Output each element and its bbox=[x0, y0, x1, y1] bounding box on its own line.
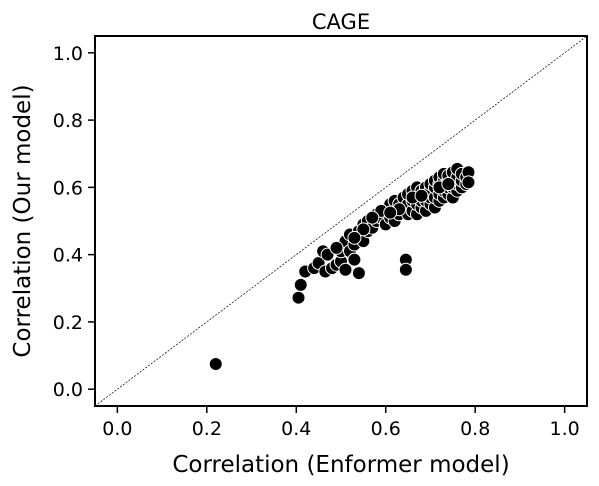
y-tick-label: 0.6 bbox=[53, 177, 83, 199]
data-point bbox=[365, 210, 380, 225]
data-point bbox=[293, 277, 308, 292]
y-axis-title: Correlation (Our model) bbox=[10, 84, 36, 357]
y-tick-label: 0.8 bbox=[53, 110, 83, 132]
data-point bbox=[461, 175, 476, 190]
data-point bbox=[347, 230, 362, 245]
data-point bbox=[347, 252, 362, 267]
x-tick-label: 0.4 bbox=[281, 418, 311, 440]
data-point bbox=[291, 290, 306, 305]
data-point bbox=[338, 262, 353, 277]
plot-frame bbox=[94, 35, 588, 407]
y-tick-label: 1.0 bbox=[53, 43, 83, 65]
y-tick-label: 0.4 bbox=[53, 245, 83, 267]
data-point bbox=[414, 188, 429, 203]
points-group bbox=[208, 161, 476, 371]
y-axis-ticks: 0.0 0.2 0.4 0.6 0.8 1.0 bbox=[53, 43, 95, 401]
y-tick-label: 0.0 bbox=[53, 379, 83, 401]
x-tick-label: 0.8 bbox=[460, 418, 490, 440]
data-point bbox=[351, 266, 366, 281]
data-point bbox=[441, 177, 456, 191]
x-tick-label: 0.0 bbox=[102, 418, 132, 440]
data-point bbox=[208, 356, 223, 371]
y-tick-label: 0.2 bbox=[53, 312, 83, 334]
x-tick-label: 1.0 bbox=[550, 418, 580, 440]
diagonal-reference-line bbox=[94, 35, 588, 407]
data-point bbox=[398, 262, 413, 277]
data-point bbox=[383, 205, 398, 220]
x-tick-label: 0.2 bbox=[192, 418, 222, 440]
data-point bbox=[329, 240, 344, 255]
x-axis-ticks: 0.0 0.2 0.4 0.6 0.8 1.0 bbox=[102, 406, 580, 440]
x-tick-label: 0.6 bbox=[371, 418, 401, 440]
x-axis-title: Correlation (Enformer model) bbox=[172, 452, 509, 478]
data-point bbox=[356, 222, 371, 237]
chart-title: CAGE bbox=[312, 10, 370, 34]
